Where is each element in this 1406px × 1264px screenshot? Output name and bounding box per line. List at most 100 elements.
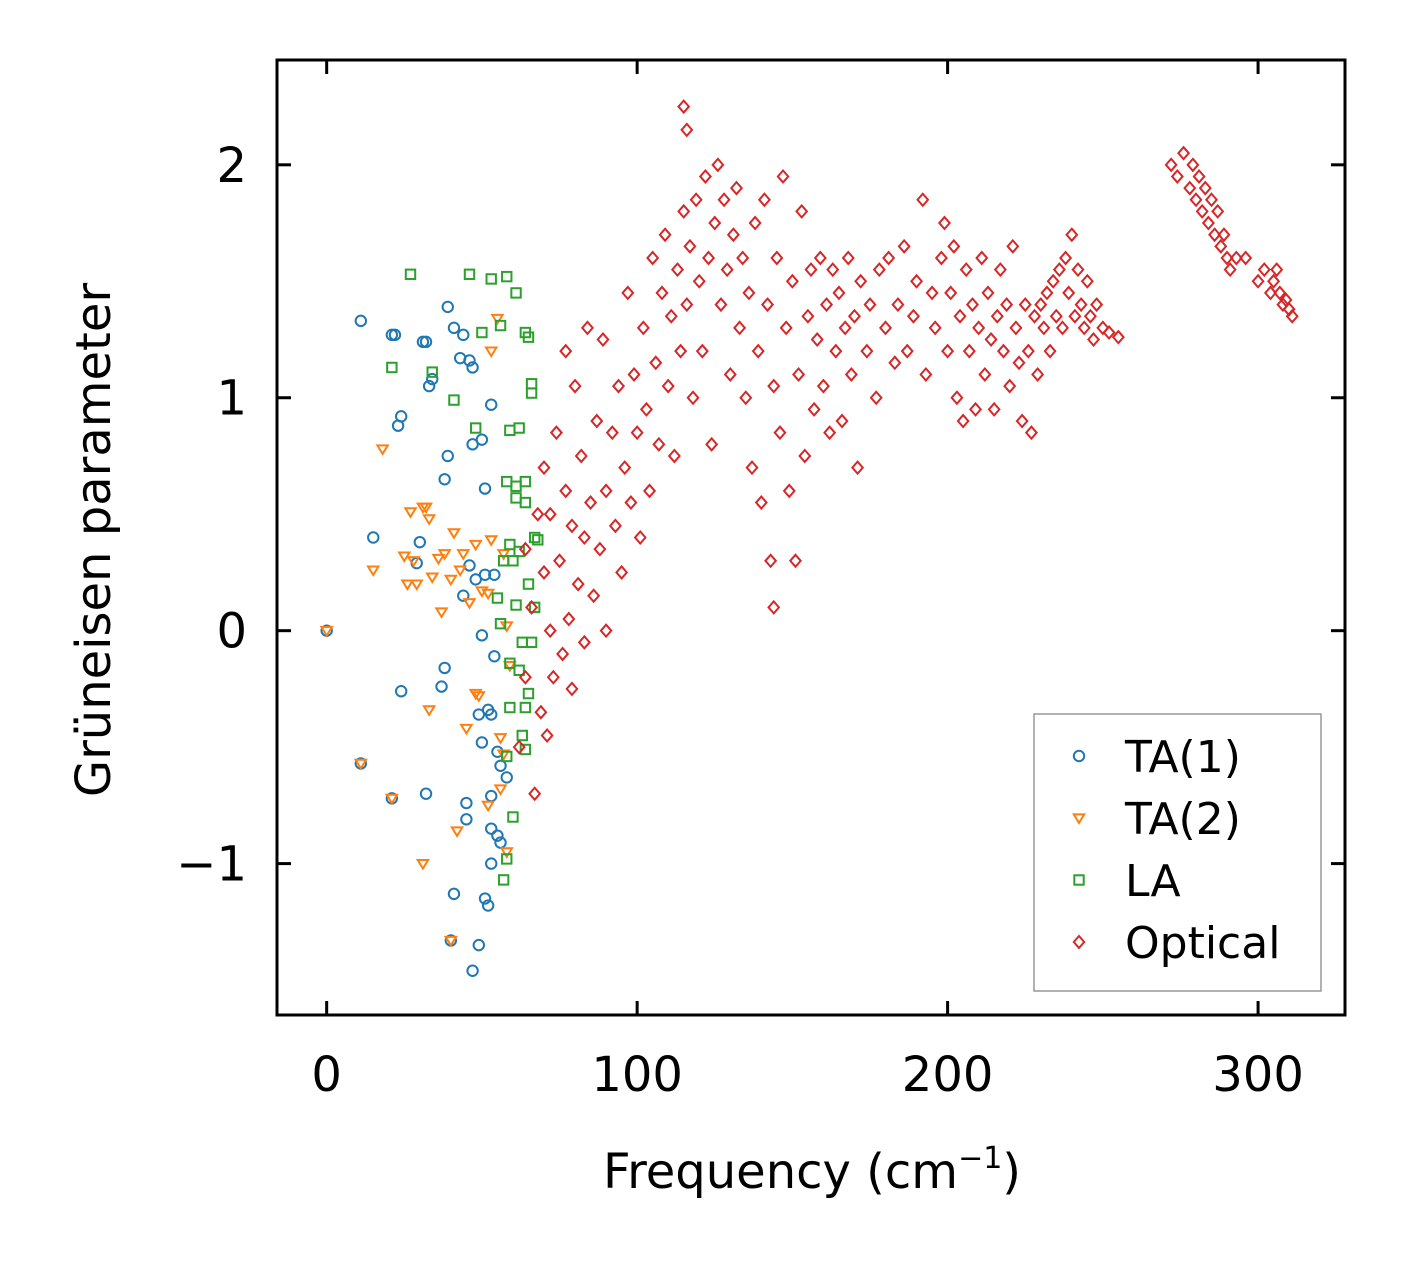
data-point <box>813 250 827 266</box>
data-point <box>810 332 824 348</box>
data-point <box>605 425 619 441</box>
x-axis-label: Frequency (cm−1) <box>603 1141 1021 1200</box>
data-point <box>491 829 504 842</box>
data-point <box>962 343 976 359</box>
data-point <box>441 300 454 314</box>
data-point <box>717 192 731 208</box>
data-point <box>919 366 933 382</box>
data-point <box>507 555 519 567</box>
data-point <box>1257 262 1271 278</box>
data-point <box>485 398 498 411</box>
data-point <box>397 551 412 564</box>
data-point <box>537 460 551 476</box>
data-point <box>729 180 744 196</box>
data-point <box>1186 157 1200 173</box>
data-point <box>443 935 458 948</box>
data-point <box>422 379 436 393</box>
data-point <box>384 793 399 806</box>
data-point <box>1192 168 1206 184</box>
data-point <box>689 192 703 208</box>
data-point <box>532 534 544 546</box>
data-point <box>468 688 483 701</box>
data-point <box>513 664 525 676</box>
data-point <box>993 262 1007 278</box>
data-point <box>404 268 417 280</box>
data-point <box>705 436 719 452</box>
series-ta-2 <box>319 313 517 948</box>
data-point <box>757 192 771 208</box>
data-point <box>633 529 647 546</box>
data-point <box>761 297 775 313</box>
data-point <box>897 238 911 254</box>
data-point <box>776 168 790 184</box>
data-point <box>1201 215 1215 231</box>
y-tick-label: 0 <box>216 604 247 660</box>
data-point <box>422 514 437 526</box>
legend-label: Optical <box>1125 918 1280 969</box>
data-point <box>1071 262 1085 278</box>
data-point <box>608 518 622 534</box>
data-point <box>501 270 513 283</box>
data-point <box>587 588 601 604</box>
data-point <box>519 701 532 714</box>
data-point <box>481 899 495 912</box>
data-point <box>674 343 688 359</box>
data-point <box>655 285 669 301</box>
x-axis-label-sup: −1 <box>958 1141 1002 1176</box>
data-point <box>425 572 440 584</box>
data-point <box>565 518 579 534</box>
data-point <box>413 535 427 549</box>
data-point <box>1204 192 1219 208</box>
data-point <box>485 273 497 285</box>
data-point <box>491 592 504 604</box>
data-point <box>426 366 438 378</box>
data-point <box>510 599 522 611</box>
data-point <box>1006 238 1020 254</box>
data-point <box>504 701 516 714</box>
data-point <box>1083 308 1097 324</box>
data-point <box>937 215 952 231</box>
data-point <box>447 887 461 901</box>
data-point <box>1189 192 1203 208</box>
data-point <box>549 425 563 441</box>
data-point <box>792 366 806 382</box>
data-point <box>438 661 451 675</box>
data-point <box>468 539 483 552</box>
data-point <box>484 535 499 547</box>
data-point <box>522 687 535 700</box>
data-point <box>1000 297 1014 313</box>
data-point <box>1285 308 1299 324</box>
data-point <box>1263 285 1278 301</box>
data-point <box>1217 227 1231 243</box>
data-point <box>627 366 641 382</box>
data-point <box>754 495 768 511</box>
data-point <box>1034 297 1048 313</box>
data-point <box>1074 297 1088 313</box>
data-point <box>1003 378 1017 394</box>
data-point <box>1102 325 1116 341</box>
data-point <box>388 328 402 342</box>
data-point <box>546 669 560 685</box>
data-point <box>519 475 532 488</box>
x-axis-label-end: ) <box>1002 1144 1021 1200</box>
data-point <box>494 319 507 332</box>
data-point <box>496 749 511 761</box>
data-point <box>471 691 486 703</box>
series-optical <box>512 99 1299 802</box>
data-point <box>568 378 582 394</box>
data-point <box>459 723 474 736</box>
data-point <box>1018 297 1032 313</box>
data-point <box>779 320 793 336</box>
data-point <box>906 308 920 324</box>
data-point <box>577 529 591 546</box>
data-point <box>1276 297 1290 313</box>
data-point <box>476 326 488 339</box>
series-ta-1 <box>320 300 513 977</box>
data-point <box>698 168 712 184</box>
data-point <box>504 657 516 669</box>
data-point <box>658 227 672 243</box>
data-point <box>419 502 433 515</box>
data-point <box>406 556 421 568</box>
data-point <box>798 448 812 464</box>
data-point <box>481 588 496 601</box>
